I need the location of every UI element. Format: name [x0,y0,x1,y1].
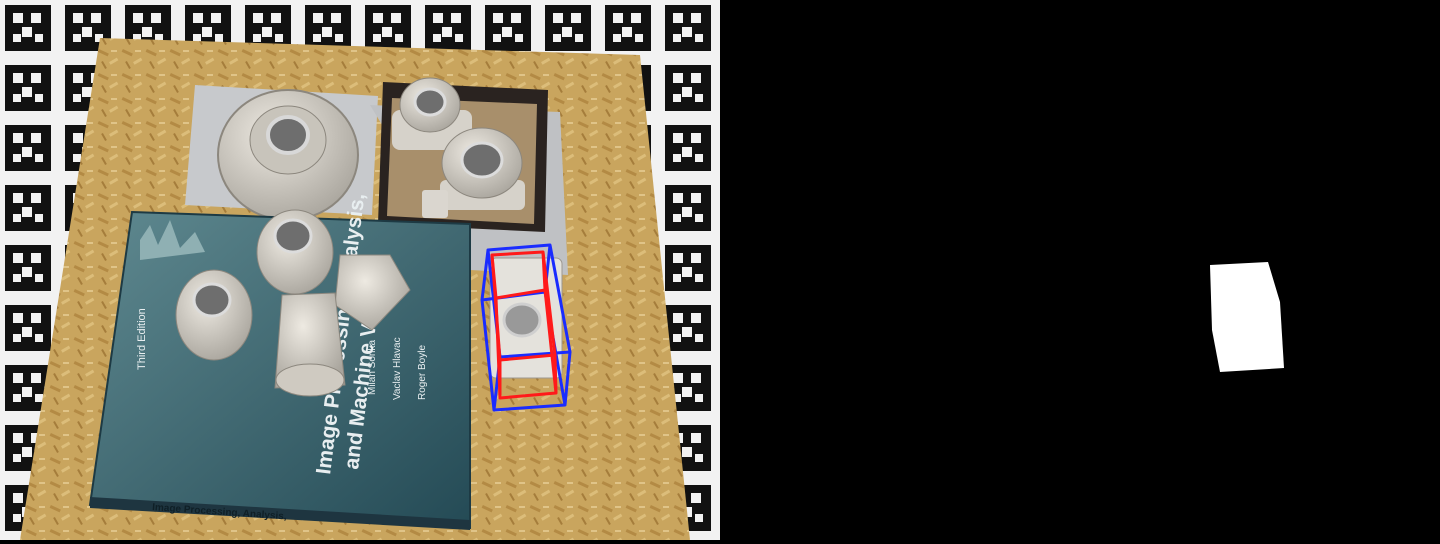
large-lamp-holder [217,89,359,221]
book-edition: Third Edition [136,308,148,370]
book-lamp-holder-cone [274,292,346,397]
camera-photo-panel: Third Edition Milan Sonka Vaclav Hlavac … [0,0,720,540]
ground-truth-box [480,243,572,412]
book-author-2: Vaclav Hlavac [392,337,403,400]
book-author-3: Roger Boyle [417,345,428,400]
box-lamp-holder-top [392,77,472,150]
ground-truth-box-edge [480,249,490,301]
estimated-box-edge [553,354,558,394]
estimated-box-edge [541,251,547,291]
book-lamp-holder-left [175,269,253,361]
small-holder [422,190,448,218]
mask-panel [720,0,1440,540]
estimated-box-edge [490,254,498,299]
camera-photo: Third Edition Milan Sonka Vaclav Hlavac … [0,0,720,540]
book-lamp-holder-upper [256,209,334,295]
segmentation-mask [720,0,1440,540]
box-lamp-holder-bottom [440,127,525,210]
book-author-1: Milan Sonka [367,340,378,395]
ground-truth-box-edge [563,351,572,406]
mask-blob [1210,262,1284,372]
estimated-box [490,250,558,400]
